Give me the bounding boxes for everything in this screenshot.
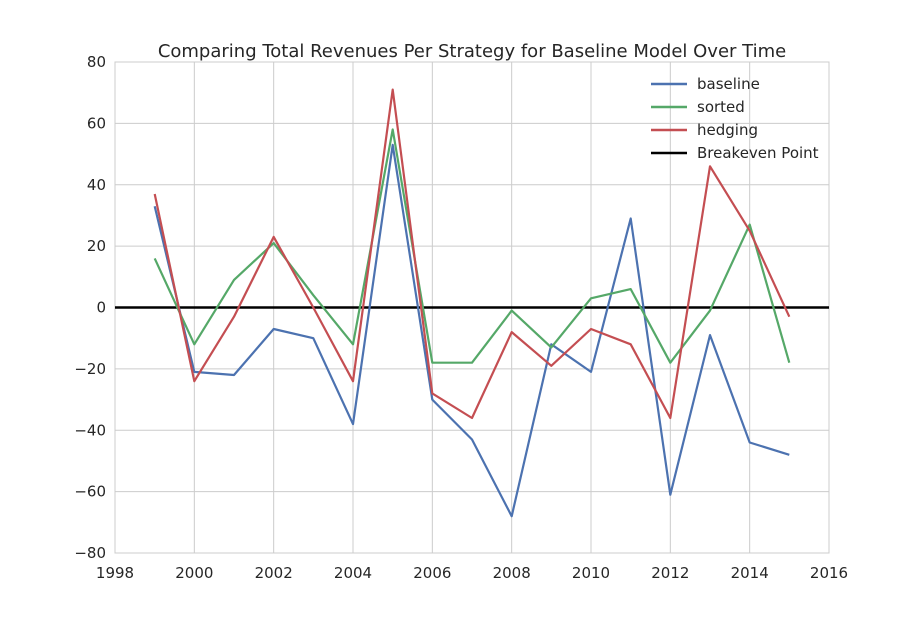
chart-title: Comparing Total Revenues Per Strategy fo… <box>158 41 786 62</box>
x-tick-label: 2000 <box>175 564 213 582</box>
series-lines <box>115 88 829 518</box>
legend: baseline sorted hedging Breakeven Point <box>651 75 819 162</box>
x-tick-label: 2004 <box>334 564 372 582</box>
x-tick-label: 2002 <box>255 564 293 582</box>
y-tick-label: 40 <box>87 176 106 194</box>
y-tick-label: 20 <box>87 237 106 255</box>
x-tick-label: 2012 <box>651 564 689 582</box>
y-tick-label: 0 <box>96 299 106 317</box>
x-tick-label: 2010 <box>572 564 610 582</box>
series-line-sorted <box>153 128 791 364</box>
x-tick-label: 1998 <box>96 564 134 582</box>
legend-label: sorted <box>697 98 745 116</box>
x-tick-label: 2016 <box>810 564 848 582</box>
series-line-baseline <box>153 143 790 518</box>
legend-label: hedging <box>697 121 758 139</box>
x-tick-label: 2006 <box>413 564 451 582</box>
legend-label: Breakeven Point <box>697 144 819 162</box>
y-tick-label: −80 <box>74 544 106 562</box>
y-tick-label: 80 <box>87 53 106 71</box>
series-line-hedging <box>153 88 791 420</box>
x-tick-label: 2008 <box>493 564 531 582</box>
tick-labels: −80 −60 −40 −20 0 20 40 60 80 1998 2000 2002 2004 200… <box>74 53 848 582</box>
legend-label: baseline <box>697 75 760 93</box>
x-tick-label: 2014 <box>731 564 769 582</box>
y-tick-label: 60 <box>87 114 106 132</box>
y-tick-label: −40 <box>74 421 106 439</box>
y-tick-label: −60 <box>74 483 106 501</box>
y-tick-label: −20 <box>74 360 106 378</box>
